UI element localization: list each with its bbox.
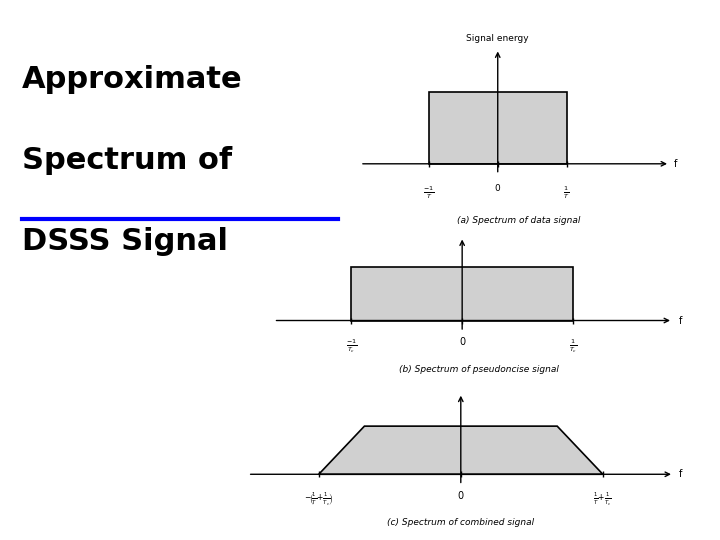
Text: (b) Spectrum of pseudoncise signal: (b) Spectrum of pseudoncise signal (399, 364, 559, 374)
Text: $\frac{-1}{T}$: $\frac{-1}{T}$ (423, 184, 434, 200)
Text: $\frac{1}{T}$: $\frac{1}{T}$ (564, 184, 570, 200)
Text: $\frac{1}{T}\!+\!\frac{1}{T_c}$: $\frac{1}{T}\!+\!\frac{1}{T_c}$ (593, 490, 612, 508)
Polygon shape (319, 426, 603, 474)
Text: 0: 0 (458, 490, 464, 501)
Text: f: f (673, 159, 677, 169)
Text: $\frac{-1}{T_c}$: $\frac{-1}{T_c}$ (346, 338, 357, 355)
Text: $\frac{1}{T_c}$: $\frac{1}{T_c}$ (569, 338, 577, 355)
Text: $-\!\left(\!\frac{1}{T}\!+\!\frac{1}{T_c}\!\right)$: $-\!\left(\!\frac{1}{T}\!+\!\frac{1}{T_c… (305, 490, 333, 508)
Text: 0: 0 (495, 184, 500, 193)
Text: f: f (679, 469, 683, 480)
Text: f: f (678, 315, 682, 326)
Text: 0: 0 (459, 338, 465, 347)
Text: (c) Spectrum of combined signal: (c) Spectrum of combined signal (387, 518, 534, 528)
Text: Signal energy: Signal energy (467, 34, 529, 43)
Bar (351, 267, 573, 321)
Bar (429, 92, 567, 164)
Text: (a) Spectrum of data signal: (a) Spectrum of data signal (456, 216, 580, 225)
Text: DSSS Signal: DSSS Signal (22, 227, 228, 256)
Text: Spectrum of: Spectrum of (22, 146, 232, 175)
Text: Approximate: Approximate (22, 65, 242, 94)
